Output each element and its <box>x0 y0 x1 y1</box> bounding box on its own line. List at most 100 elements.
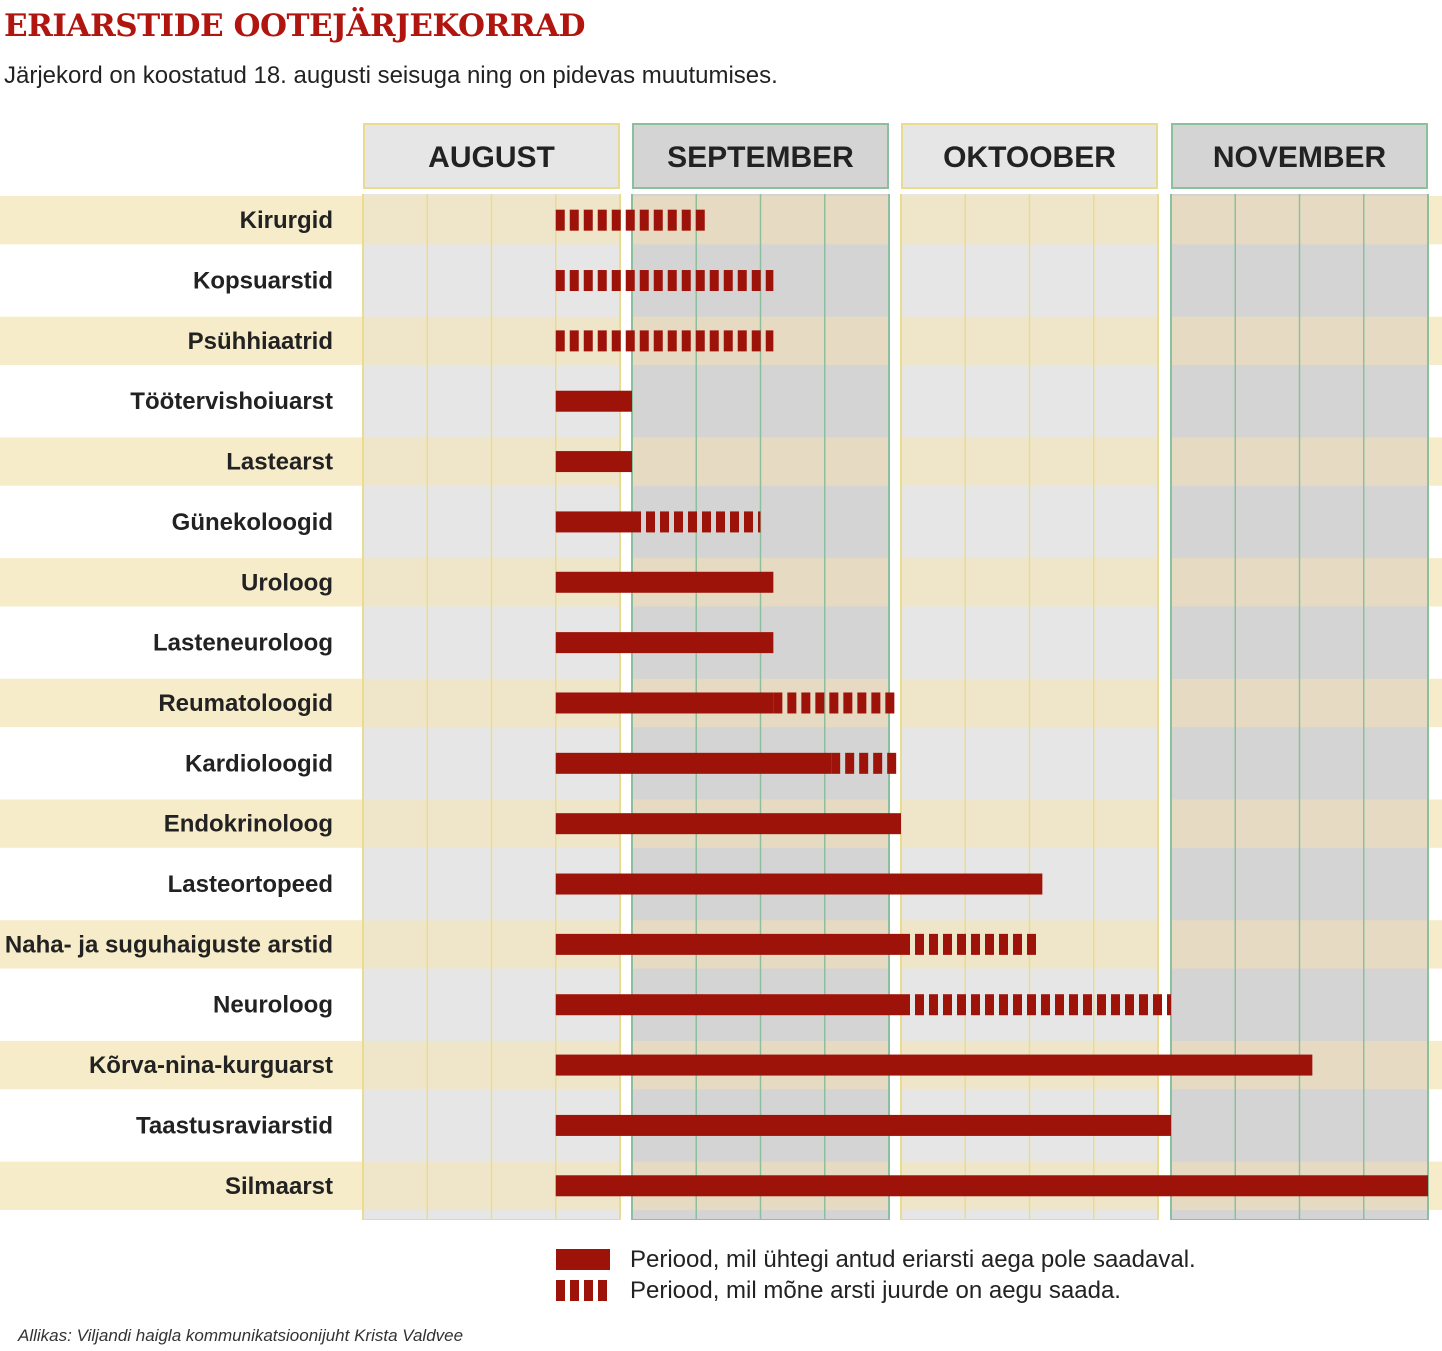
bar-segment-solid <box>555 752 832 774</box>
bar-dash <box>646 511 655 533</box>
row-stripe <box>0 1161 363 1210</box>
row-stripe-tail <box>1428 1161 1442 1210</box>
bar-dash <box>971 933 980 955</box>
bar-dash <box>829 692 839 714</box>
bar-dash <box>639 209 649 231</box>
bar-dash <box>787 692 797 714</box>
bar-dash <box>1027 933 1036 955</box>
bar-segment-solid <box>555 933 901 955</box>
bar-dash <box>632 511 641 533</box>
month-header-label: OKTOOBER <box>943 141 1116 174</box>
bar-segment-solid <box>555 390 632 412</box>
gantt-chart: AUGUST SEPTEMBER OKTOOBER NOVEMBER Kirurgid K… <box>0 123 1442 1220</box>
bar-dash <box>639 270 649 292</box>
bar-segment-solid <box>555 813 901 835</box>
bar-dash <box>555 270 565 292</box>
bar-dash <box>569 209 579 231</box>
row-label: Naha- ja suguhaiguste arstid <box>5 931 333 958</box>
bar-segment-solid <box>555 1114 1171 1136</box>
bar-dash <box>1083 994 1092 1016</box>
bar-dash <box>569 270 579 292</box>
bar-segment-solid <box>555 571 774 593</box>
bar-dash <box>667 330 677 352</box>
bar-segment-solid <box>555 692 774 714</box>
row-stripe-tail <box>1428 437 1442 486</box>
bar-dash <box>985 994 994 1016</box>
row-label: Silmaarst <box>225 1173 333 1200</box>
legend-dashed-swatch <box>556 1280 610 1301</box>
row-label: Endokrinoloog <box>164 811 333 838</box>
bar-dash <box>597 209 607 231</box>
bar-segment-dashed <box>773 692 895 714</box>
row-label: Günekoloogid <box>172 509 333 536</box>
bar-segment-dashed <box>901 933 1036 955</box>
bar-dash <box>695 209 705 231</box>
bar-dash <box>873 752 883 774</box>
bar-dash <box>885 692 895 714</box>
bar-segment-dashed <box>831 752 897 774</box>
bar-dash <box>943 994 952 1016</box>
bar-dash <box>723 270 733 292</box>
bar-dash <box>887 752 897 774</box>
legend-item-dashed: Periood, mil mõne arsti juurde on aegu s… <box>556 1275 1196 1306</box>
bar-segment-solid <box>555 451 632 473</box>
bar-dash <box>625 270 635 292</box>
bar-dash <box>653 209 663 231</box>
bar-dash <box>845 752 855 774</box>
row-stripe <box>0 196 363 245</box>
bar-dash <box>758 511 761 533</box>
bar-segment-dashed <box>555 209 705 231</box>
row-stripe-tail <box>1428 799 1442 848</box>
bar-dash <box>1069 994 1078 1016</box>
bar-dash <box>971 994 980 1016</box>
bar-dash <box>744 511 753 533</box>
bar-dash <box>681 209 691 231</box>
row-label: Lasteortopeed <box>168 871 333 898</box>
row-label: Kopsuarstid <box>193 268 333 295</box>
bar-dash <box>667 270 677 292</box>
bar-dash <box>611 330 621 352</box>
bar-dash <box>611 270 621 292</box>
row-stripe-tail <box>1428 558 1442 607</box>
bar-dash <box>674 511 683 533</box>
bar-dash <box>625 209 635 231</box>
bar-dash <box>583 209 593 231</box>
bar-dash <box>999 994 1008 1016</box>
bar-segment-dashed <box>632 511 761 533</box>
bar-dash <box>730 511 739 533</box>
bar-dash <box>611 209 621 231</box>
row-label: Töötervishoiuarst <box>130 388 333 415</box>
row-stripe <box>0 316 363 366</box>
bar-dash <box>681 330 691 352</box>
bar-dash <box>871 692 881 714</box>
page-title: ERIARSTIDE OOTEJÄRJEKORRAD <box>4 8 586 44</box>
row-label: Kõrva-nina-kurguarst <box>89 1052 333 1079</box>
bar-dash <box>929 933 938 955</box>
bar-dash <box>751 330 761 352</box>
bar-segment-dashed <box>555 270 774 292</box>
bar-segment-solid <box>555 511 632 533</box>
bar-dash <box>1153 994 1162 1016</box>
row-stripe <box>0 558 363 607</box>
bar-segment-dashed <box>901 994 1171 1016</box>
row-stripe <box>0 920 363 969</box>
bar-dash <box>569 330 579 352</box>
bar-dash <box>597 330 607 352</box>
source-note: Allikas: Viljandi haigla kommunikatsioon… <box>18 1326 464 1345</box>
bar-segment-dashed <box>555 330 774 352</box>
bar-dash <box>1013 994 1022 1016</box>
row-stripe <box>0 437 363 486</box>
bar-dash <box>831 752 841 774</box>
row-label: Kirurgid <box>240 207 333 234</box>
row-label: Taastusraviarstid <box>136 1112 333 1139</box>
bar-dash <box>709 330 719 352</box>
bar-dash <box>667 209 677 231</box>
bar-dash <box>555 209 565 231</box>
bar-dash <box>801 692 811 714</box>
bar-dash <box>625 330 635 352</box>
bar-dash <box>901 994 910 1016</box>
bar-dash <box>597 270 607 292</box>
bar-dash <box>915 994 924 1016</box>
bar-dash <box>695 270 705 292</box>
bar-dash <box>660 511 669 533</box>
